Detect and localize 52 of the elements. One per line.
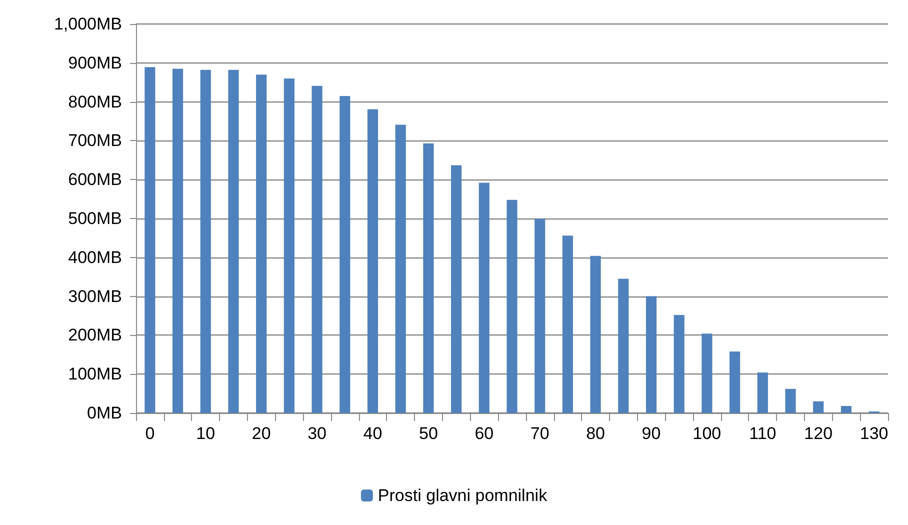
bar xyxy=(284,78,294,413)
x-tick-label: 70 xyxy=(530,424,550,443)
y-tick-label: 600MB xyxy=(68,170,122,190)
x-tick-label: 80 xyxy=(586,424,606,443)
bar xyxy=(562,236,573,413)
bar xyxy=(506,200,518,413)
bar xyxy=(674,314,684,413)
x-tick-label: 30 xyxy=(308,424,326,443)
bar xyxy=(451,165,462,413)
x-tick-label: 120 xyxy=(804,424,833,443)
bar xyxy=(840,406,852,413)
bar xyxy=(534,218,546,413)
bar xyxy=(785,388,796,413)
y-tick-label: 400MB xyxy=(68,248,122,267)
bar xyxy=(367,109,378,413)
x-tick-label: 100 xyxy=(692,424,722,443)
bar xyxy=(618,278,629,413)
bar xyxy=(172,68,184,413)
legend-label: Prosti glavni pomnilnik xyxy=(378,486,548,505)
x-tick-label: 50 xyxy=(418,424,438,443)
bar xyxy=(228,70,239,413)
x-tick-label: 40 xyxy=(363,424,382,443)
x-tick-label: 90 xyxy=(642,424,661,443)
y-tick-label: 100MB xyxy=(68,364,122,384)
x-tick-label: 130 xyxy=(860,424,888,443)
bar xyxy=(478,182,490,413)
bar xyxy=(730,352,740,413)
y-tick-label: 0MB xyxy=(87,404,122,422)
x-tick-label: 60 xyxy=(474,424,494,443)
bar xyxy=(423,143,434,413)
x-tick-label: 0 xyxy=(145,424,155,443)
y-tick-label: 800MB xyxy=(68,92,122,112)
y-tick-label: 300MB xyxy=(68,286,122,306)
x-tick-label: 20 xyxy=(252,424,271,443)
bar xyxy=(340,96,350,413)
bar xyxy=(144,67,156,413)
bar xyxy=(646,296,657,413)
y-tick-label: 500MB xyxy=(68,209,122,228)
bar xyxy=(590,256,601,413)
bar xyxy=(757,372,768,413)
bar xyxy=(702,334,712,413)
x-tick-label: 110 xyxy=(749,424,776,443)
bar xyxy=(395,124,406,413)
y-tick-label: 200MB xyxy=(68,326,122,345)
bar xyxy=(312,86,322,413)
y-tick-label: 900MB xyxy=(68,53,122,72)
y-tick-label: 700MB xyxy=(68,131,122,150)
y-tick-label: 1,000MB xyxy=(54,14,122,34)
x-tick-label: 10 xyxy=(196,424,216,443)
bar xyxy=(200,70,211,413)
bar xyxy=(813,401,824,413)
bar xyxy=(256,74,267,413)
